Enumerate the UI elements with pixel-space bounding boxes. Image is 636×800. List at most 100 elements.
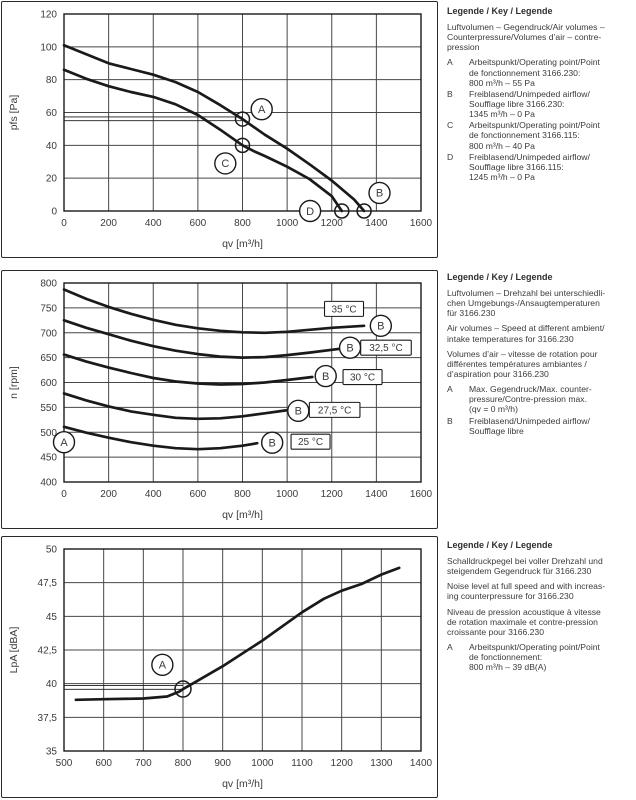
- series-curve: [62, 425, 259, 451]
- y-tick-label: 750: [40, 303, 57, 314]
- x-tick-label: 900: [214, 758, 231, 769]
- callout-letter: B: [269, 437, 276, 449]
- series-curve: [62, 68, 344, 213]
- legend-item-letter: B: [447, 88, 453, 99]
- value-box-label: 27,5 °C: [318, 405, 351, 416]
- y-tick-label: 60: [46, 108, 58, 119]
- legend-item-b: B Freiblasend/Unimpeded airflow/ Souffla…: [447, 89, 633, 119]
- x-tick-label: 800: [234, 218, 251, 229]
- x-tick-label: 800: [234, 489, 251, 500]
- operating-point-marker: [234, 137, 251, 154]
- grid: [63, 548, 422, 752]
- legend-heading: Legende / Key / Legende: [447, 540, 553, 550]
- y-tick-label: 40: [46, 141, 58, 152]
- x-tick-label: 1200: [321, 489, 344, 500]
- y-axis-label: n [rpm]: [8, 366, 20, 399]
- x-tick-label: 1300: [370, 758, 393, 769]
- legend-item-a: A Arbeitspunkt/Operating point/Point de …: [447, 57, 633, 87]
- legend-item-text: Arbeitspunkt/Operating point/Point de fo…: [469, 57, 600, 88]
- y-tick-label: 500: [40, 428, 57, 439]
- noise-level-chart: 500 600 700 800 900 1000 1100 1200 1300 1400 35 37,…: [8, 545, 433, 791]
- y-tick-label: 40: [46, 679, 58, 690]
- callout-letter: A: [159, 660, 167, 672]
- callout-circle: [368, 181, 391, 205]
- x-tick-label: 0: [61, 489, 67, 500]
- callout-letter: B: [376, 188, 383, 200]
- callout-letter: D: [306, 206, 314, 218]
- y-axis-label: LpA [dBA]: [8, 627, 20, 674]
- value-box-label: 35 °C: [331, 304, 356, 315]
- x-tick-label: 1400: [365, 489, 388, 500]
- y-tick-label: 20: [46, 174, 58, 185]
- x-tick-label: 1600: [410, 218, 433, 229]
- series-curve: [74, 566, 401, 702]
- value-box: [323, 300, 365, 317]
- legend-item-letter: B: [447, 415, 453, 426]
- operating-point-marker: [174, 680, 192, 698]
- x-tick-label: 200: [100, 218, 117, 229]
- series-curve: [62, 318, 343, 359]
- value-box-label: 25 °C: [298, 437, 323, 448]
- y-tick-label: 800: [40, 279, 57, 290]
- series-curve: [62, 392, 288, 421]
- legend-item-text: Arbeitspunkt/Operating point/Point de fo…: [469, 641, 600, 673]
- y-axis-label: pfs [Pa]: [8, 95, 20, 131]
- x-tick-label: 600: [95, 758, 112, 769]
- x-tick-label: 1400: [410, 758, 433, 769]
- y-tick-label: 120: [40, 10, 57, 21]
- y-tick-label: 600: [40, 378, 57, 389]
- legend-paragraph-fr: Volumes d’air – vitesse de rotation pour…: [447, 348, 598, 379]
- callout-letter: C: [221, 158, 229, 170]
- y-tick-label: 550: [40, 403, 57, 414]
- y-tick-label: 450: [40, 453, 57, 464]
- x-tick-label: 1000: [276, 489, 299, 500]
- legend-item-a: A Max. Gegendruck/Max. counter- pressure…: [447, 384, 633, 414]
- legend-heading: Legende / Key / Legende: [447, 272, 553, 282]
- callout-circle: [314, 364, 337, 388]
- speed-temperature-chart-panel: 0 200 400 600 800 1000 1200 1400 1600 400 450 500 55…: [1, 270, 438, 529]
- legend-paragraph-de: Luftvolumen – Drehzahl bei unterschiedli…: [447, 288, 606, 319]
- legend-item-letter: D: [447, 151, 454, 162]
- tick-labels: 500 600 700 800 900 1000 1100 1200 1300 1400 35 37,…: [38, 545, 433, 770]
- y-tick-label: 47,5: [38, 578, 58, 589]
- series-curve: [62, 43, 366, 213]
- legend-item-letter: A: [447, 384, 453, 395]
- x-tick-label: 700: [135, 758, 152, 769]
- x-tick-label: 1100: [291, 758, 313, 769]
- legend-item-letter: C: [447, 120, 454, 131]
- legend-paragraph-en: Air volumes – Speed at different ambient…: [447, 323, 605, 344]
- value-box: [290, 433, 331, 450]
- callout-letter: A: [60, 437, 68, 449]
- x-tick-label: 1000: [276, 218, 299, 229]
- legend-item-b: B Freiblasend/Unimpeded airflow/ Souffla…: [447, 416, 633, 436]
- legend-section-speed: Legende / Key / Legende Luftvolumen – Dr…: [447, 272, 633, 437]
- value-box: [342, 368, 383, 386]
- legend-item-text: Freiblasend/Unimpeded airflow/ Soufflage…: [469, 415, 590, 436]
- noise-level-chart-panel: 500 600 700 800 900 1000 1100 1200 1300 1400 35 37,…: [1, 536, 438, 798]
- callout-circle: [52, 430, 76, 454]
- speed-temperature-chart: 0 200 400 600 800 1000 1200 1400 1600 400 450 500 55…: [8, 279, 433, 522]
- legend-paragraph-fr: Niveau de pression acoustique à vitesse …: [447, 606, 601, 637]
- y-tick-label: 35: [46, 747, 58, 758]
- x-tick-label: 400: [145, 489, 162, 500]
- y-tick-label: 700: [40, 328, 57, 339]
- legend-item-text: Max. Gegendruck/Max. counter- pressure/C…: [469, 384, 592, 415]
- x-tick-label: 1200: [321, 218, 344, 229]
- y-tick-label: 80: [46, 75, 58, 86]
- x-axis-label: qv [m³/h]: [222, 778, 263, 790]
- callout-letter: B: [295, 406, 302, 418]
- callout-circle: [287, 399, 310, 423]
- callout-circle: [250, 98, 273, 121]
- callout-circle: [260, 431, 284, 454]
- tick-labels: 0 200 400 600 800 1000 1200 1400 1600 0 20 40 60 80 10…: [40, 10, 432, 230]
- series-curve: [62, 353, 314, 386]
- callout-letter: B: [346, 342, 353, 354]
- y-tick-label: 400: [40, 478, 57, 489]
- legend-heading: Legende / Key / Legende: [447, 6, 553, 16]
- y-tick-label: 650: [40, 353, 57, 364]
- callout-circle: [338, 336, 362, 359]
- operating-point-marker: [234, 111, 251, 127]
- x-tick-label: 200: [100, 489, 117, 500]
- x-tick-label: 1000: [251, 758, 274, 769]
